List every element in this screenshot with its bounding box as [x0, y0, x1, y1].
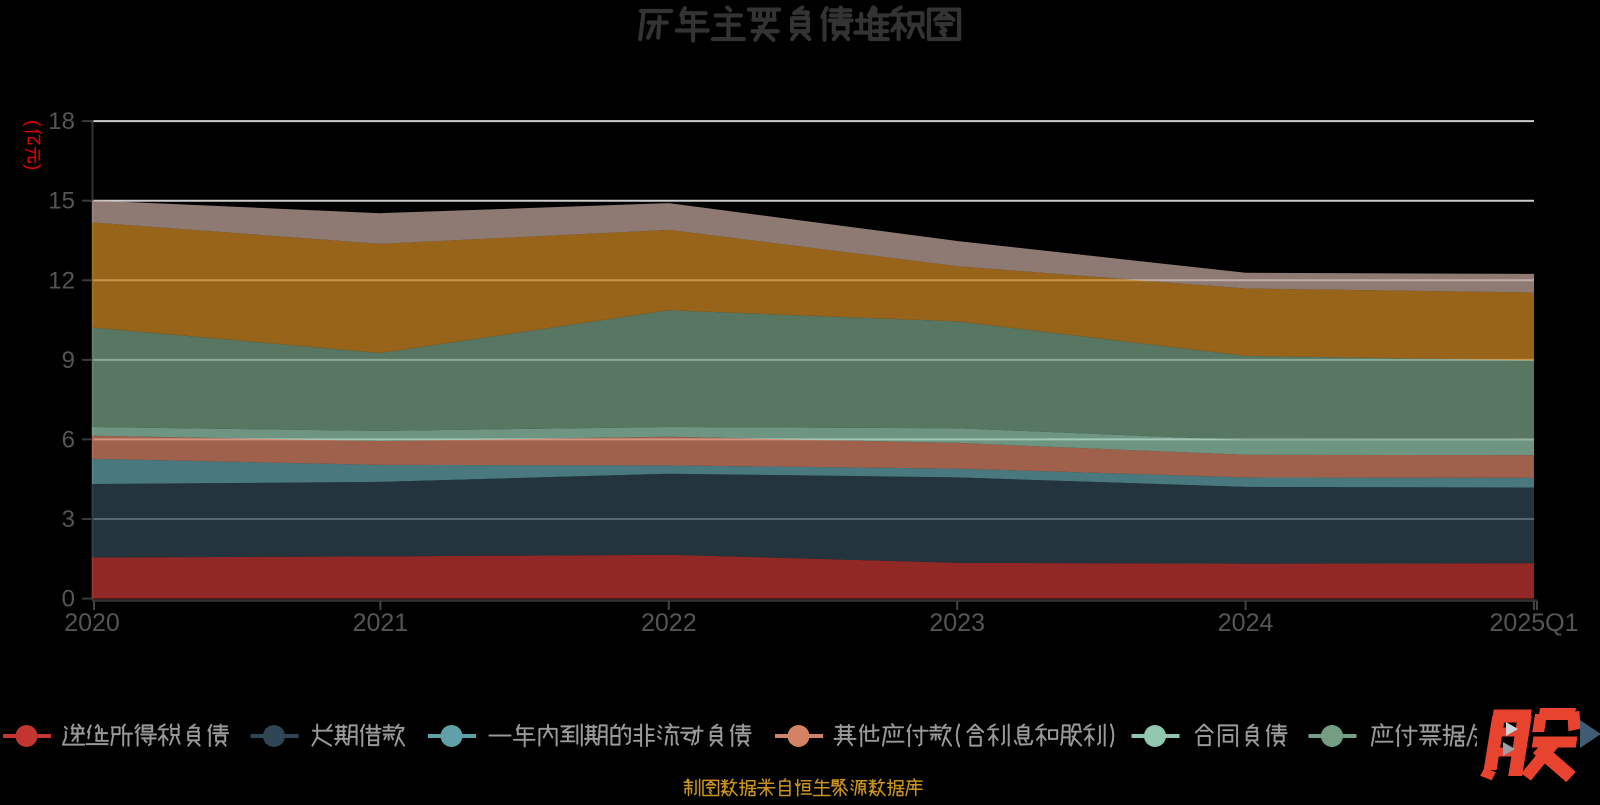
svg-text:9: 9	[62, 347, 75, 374]
svg-text:18: 18	[48, 108, 75, 135]
svg-text:(: (	[22, 120, 43, 127]
svg-text:0: 0	[62, 586, 75, 613]
svg-text:15: 15	[48, 188, 75, 215]
svg-text:): )	[22, 164, 43, 170]
svg-text:2023: 2023	[929, 609, 985, 637]
svg-text:3: 3	[62, 506, 75, 533]
svg-text:12: 12	[48, 267, 75, 294]
svg-text:2020: 2020	[64, 609, 120, 637]
svg-text:2024: 2024	[1218, 609, 1274, 637]
svg-text:2022: 2022	[641, 609, 697, 637]
svg-text:2025Q1: 2025Q1	[1490, 609, 1579, 637]
svg-text:6: 6	[62, 426, 75, 453]
svg-text:2021: 2021	[353, 609, 409, 637]
